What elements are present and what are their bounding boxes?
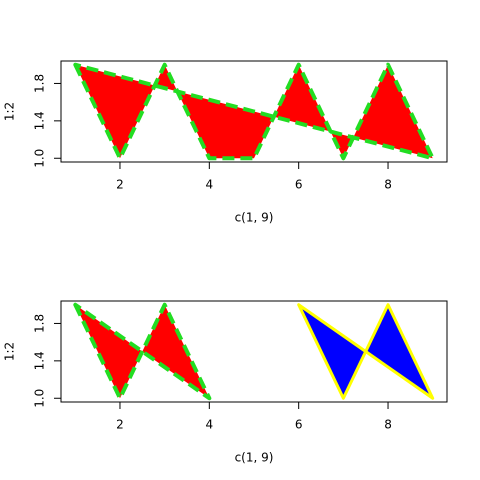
x-tick-label: 4	[206, 178, 214, 192]
x-tick-label: 2	[116, 178, 124, 192]
y-axis-label: 1:2	[3, 342, 17, 361]
y-tick-label: 1.0	[33, 389, 47, 408]
polygon	[297, 303, 435, 400]
y-tick-label: 1.0	[33, 149, 47, 168]
x-tick-label: 4	[206, 418, 214, 432]
y-tick-label: 1.8	[33, 74, 47, 93]
polygon	[73, 62, 435, 161]
x-axis-label: c(1, 9)	[235, 451, 274, 465]
polygon	[73, 302, 212, 401]
x-tick-label: 2	[116, 418, 124, 432]
panel: 2 4 6 8 1.0 1.4 1.8 c(1, 9) 1:2	[3, 300, 448, 465]
x-tick-label: 8	[384, 178, 392, 192]
y-tick-label: 1.4	[33, 111, 47, 130]
y-axis-label: 1:2	[3, 102, 17, 121]
x-axis-label: c(1, 9)	[235, 211, 274, 225]
panel: 2 4 6 8 1.0 1.4 1.8 c(1, 9) 1:2	[3, 60, 448, 225]
x-tick-label: 8	[384, 418, 392, 432]
x-tick-label: 6	[295, 178, 303, 192]
y-tick-label: 1.4	[33, 351, 47, 370]
x-tick-label: 6	[295, 418, 303, 432]
y-tick-label: 1.8	[33, 314, 47, 333]
